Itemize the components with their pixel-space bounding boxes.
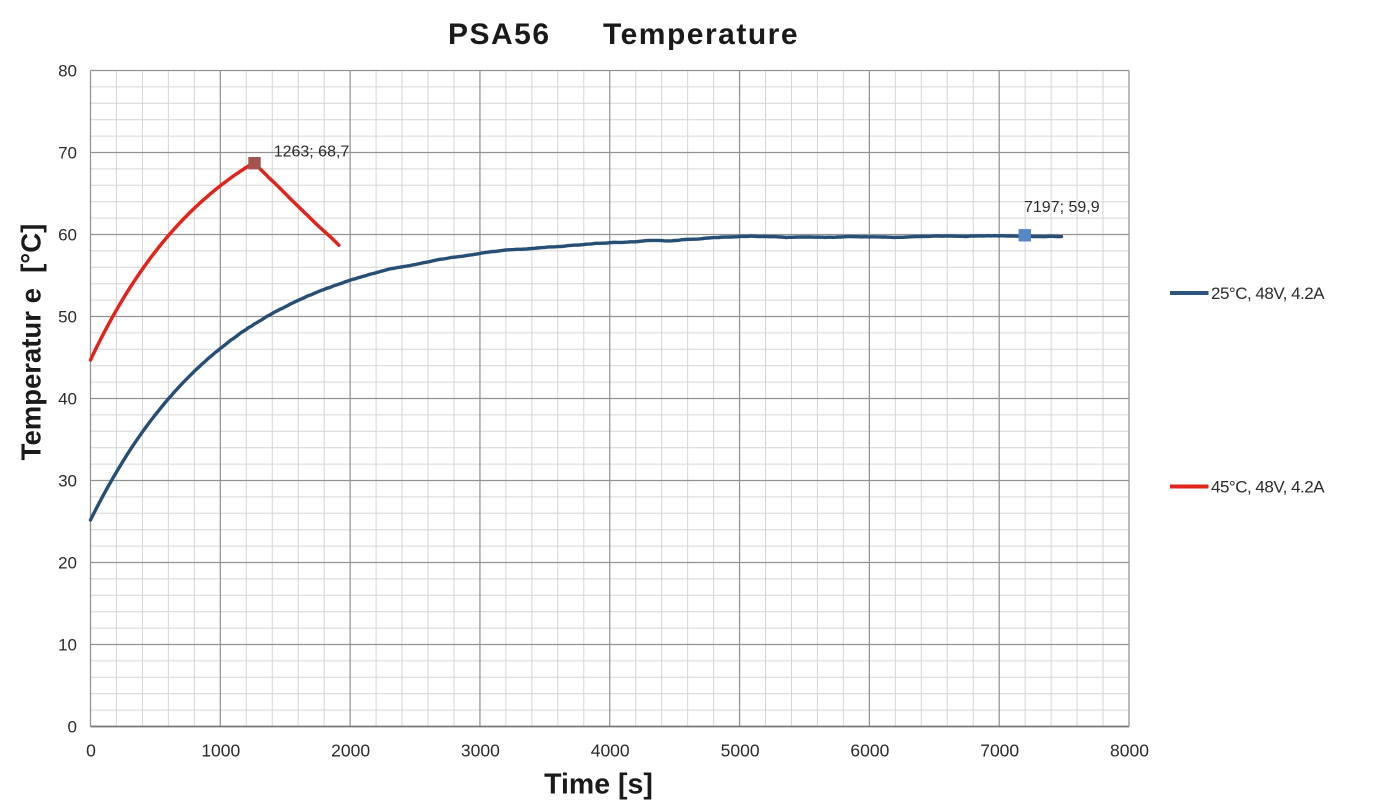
svg-text:70: 70 (58, 144, 77, 163)
svg-text:4000: 4000 (591, 741, 630, 761)
svg-text:5000: 5000 (721, 741, 760, 761)
svg-text:30: 30 (58, 472, 77, 491)
svg-text:8000: 8000 (1110, 741, 1149, 761)
svg-text:45°C, 48V, 4.2A: 45°C, 48V, 4.2A (1211, 478, 1325, 497)
svg-text:1263; 68,7: 1263; 68,7 (274, 143, 350, 160)
svg-text:20: 20 (58, 554, 77, 573)
svg-text:10: 10 (58, 636, 77, 655)
svg-text:PSA56: PSA56 (448, 18, 551, 51)
svg-text:80: 80 (58, 62, 77, 81)
svg-text:7000: 7000 (980, 741, 1019, 761)
svg-text:25°C, 48V, 4.2A: 25°C, 48V, 4.2A (1211, 284, 1325, 303)
svg-text:60: 60 (58, 226, 77, 245)
svg-text:0: 0 (86, 741, 96, 761)
svg-text:3000: 3000 (461, 741, 500, 761)
svg-text:0: 0 (68, 718, 77, 737)
svg-text:1000: 1000 (201, 741, 240, 761)
svg-text:40: 40 (58, 390, 77, 409)
svg-text:50: 50 (58, 308, 77, 327)
svg-text:6000: 6000 (850, 741, 889, 761)
svg-text:Temperature: Temperature (603, 18, 799, 51)
svg-text:Time [s]: Time [s] (544, 769, 653, 801)
svg-text:7197; 59,9: 7197; 59,9 (1024, 199, 1100, 216)
svg-text:Temperatur e [°C]: Temperatur e [°C] (16, 224, 47, 461)
svg-text:2000: 2000 (331, 741, 370, 761)
